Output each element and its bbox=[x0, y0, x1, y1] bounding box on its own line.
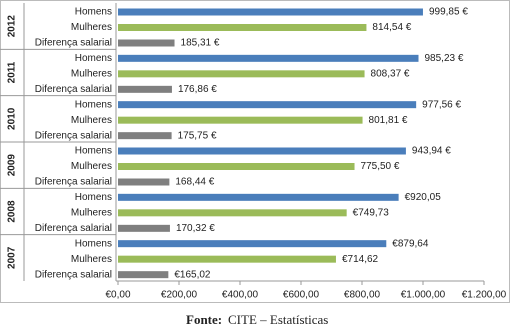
row-label: Homens bbox=[75, 146, 112, 157]
bar bbox=[118, 54, 419, 62]
chart-border bbox=[0, 0, 510, 303]
bar bbox=[118, 116, 363, 124]
row-label: Diferença salarial bbox=[35, 223, 112, 234]
row-label: Mulheres bbox=[71, 161, 112, 172]
row-label: Mulheres bbox=[71, 22, 112, 33]
source-label: Fonte: bbox=[186, 312, 222, 327]
bar bbox=[118, 8, 423, 16]
row-label: Mulheres bbox=[71, 68, 112, 79]
x-tick-label: €800,00 bbox=[344, 290, 381, 301]
bar bbox=[118, 85, 172, 93]
group-label: 2011 bbox=[7, 61, 18, 83]
row-label: Diferença salarial bbox=[35, 269, 112, 280]
value-label: 808,37 € bbox=[371, 68, 410, 79]
row-label: Diferença salarial bbox=[35, 38, 112, 49]
value-label: 775,50 € bbox=[361, 161, 400, 172]
value-label: 175,75 € bbox=[178, 130, 217, 141]
group-label: 2010 bbox=[7, 107, 18, 130]
bar bbox=[118, 39, 175, 47]
row-label: Mulheres bbox=[71, 254, 112, 265]
bar bbox=[118, 224, 170, 232]
value-label: 814,54 € bbox=[372, 22, 411, 33]
bar bbox=[118, 24, 367, 31]
bar bbox=[118, 193, 399, 201]
value-label: 801,81 € bbox=[369, 115, 408, 126]
row-label: Diferença salarial bbox=[35, 177, 112, 188]
bar bbox=[118, 147, 406, 155]
value-label: 168,44 € bbox=[175, 177, 214, 188]
group-label: 2007 bbox=[7, 246, 18, 269]
bar bbox=[118, 163, 355, 170]
bar bbox=[118, 271, 169, 279]
value-label: 943,94 € bbox=[412, 146, 451, 157]
x-tick-label: €400,00 bbox=[222, 290, 259, 301]
group-label: 2012 bbox=[7, 15, 18, 38]
row-label: Homens bbox=[75, 7, 112, 18]
value-label: €714,62 bbox=[342, 254, 379, 265]
row-label: Homens bbox=[75, 99, 112, 110]
value-label: 185,31 € bbox=[181, 38, 220, 49]
bar bbox=[118, 101, 417, 109]
x-tick-label: €1.000,00 bbox=[401, 290, 446, 301]
bar bbox=[118, 209, 347, 217]
bar bbox=[118, 132, 172, 140]
row-label: Diferença salarial bbox=[35, 84, 112, 95]
value-label: 985,23 € bbox=[424, 53, 463, 64]
x-tick-label: €0,00 bbox=[105, 290, 130, 301]
group-label: 2009 bbox=[7, 154, 18, 177]
value-label: €920,05 bbox=[405, 192, 442, 203]
row-label: Mulheres bbox=[71, 207, 112, 218]
row-label: Homens bbox=[75, 238, 112, 249]
value-label: €165,02 bbox=[174, 269, 211, 280]
x-tick-label: €600,00 bbox=[283, 290, 320, 301]
row-label: Diferença salarial bbox=[35, 130, 112, 141]
row-label: Homens bbox=[75, 53, 112, 64]
bar bbox=[118, 178, 170, 186]
value-label: 176,86 € bbox=[178, 84, 217, 95]
row-label: Mulheres bbox=[71, 115, 112, 126]
bar bbox=[118, 70, 365, 78]
value-label: 977,56 € bbox=[422, 99, 461, 110]
source: CITE – Estatísticas bbox=[228, 312, 328, 327]
row-label: Homens bbox=[75, 192, 112, 203]
value-label: 999,85 € bbox=[429, 7, 468, 18]
value-label: €879,64 bbox=[392, 238, 429, 249]
x-tick-label: €200,00 bbox=[161, 290, 198, 301]
x-tick-label: €1.200,00 bbox=[462, 290, 507, 301]
bar bbox=[118, 255, 336, 263]
value-label: 170,32 € bbox=[176, 223, 215, 234]
value-label: €749,73 bbox=[353, 207, 390, 218]
group-label: 2008 bbox=[7, 200, 18, 223]
bar bbox=[118, 240, 387, 248]
